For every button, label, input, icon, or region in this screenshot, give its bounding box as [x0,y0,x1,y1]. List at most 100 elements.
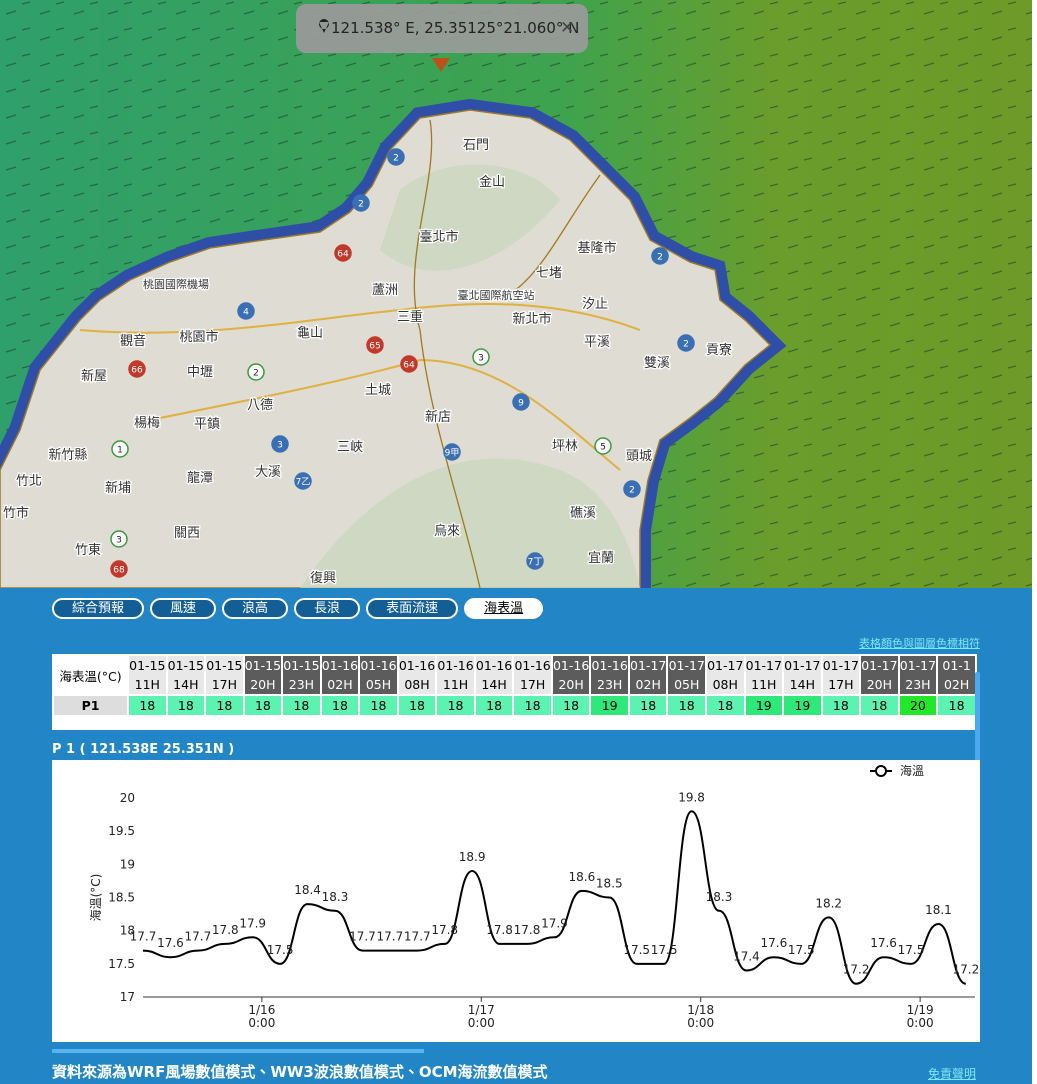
road-number: 2 [393,154,399,164]
road-number: 3 [277,441,283,451]
tab[interactable]: 浪高 [222,598,289,619]
value-cell: 18 [321,696,359,715]
tab[interactable]: 海表溫 [464,598,544,619]
road-shield [594,437,612,455]
value-label: 17.5 [898,943,925,957]
place-label: 礁溪 [570,505,596,521]
date: 01-17 [668,658,705,673]
place-label: 新竹縣 [48,447,87,463]
legend-marker [875,765,887,777]
value-cell: 20 [899,696,937,715]
edge [1032,0,1037,1084]
time-header: 01-17 11H [745,656,783,694]
tab[interactable]: 長浪 [294,598,361,619]
time-header: 01-16 11H [437,656,474,694]
place-label: 臺北國際航空站 [458,288,535,302]
value-label: 17.6 [157,936,184,950]
h-scrollbar[interactable] [52,1049,424,1053]
disclaimer-link[interactable]: 免責聲明 [927,1067,976,1081]
road-shield [677,334,695,352]
value-cell: 18 [938,696,975,715]
hour: 14H [789,677,815,692]
time-header: 01-17 23H [899,656,937,694]
road-number: 1 [117,446,123,456]
date: 01-17 [630,658,667,673]
place-label: 平溪 [584,335,610,350]
time-header: 01-15 17H [206,656,243,694]
road-shield [111,440,129,458]
hour: 17H [828,677,854,692]
value-cell: 18 [437,696,474,715]
legend-label[interactable]: 海溫 [900,763,924,778]
road-shield [110,560,128,578]
time-header: 01-15 20H [244,656,282,694]
tab[interactable]: 表面流速 [366,598,459,619]
value-label: 17.6 [870,936,897,950]
time-header: 01-17 20H [861,656,898,694]
value-cell: 18 [398,696,436,715]
value-label: 17.2 [952,963,979,977]
value-cell: 19 [784,696,821,715]
land [0,109,772,588]
place-label: 蘆洲 [372,283,398,298]
place-label: 八德 [247,398,273,413]
date: 01-16 [360,658,397,673]
road-shield [387,148,405,166]
value-label: 17.9 [541,916,568,930]
value-label: 17.5 [267,943,294,957]
place-label: 中壢 [187,365,213,380]
hour: 05H [365,677,392,692]
place-label: 貢寮 [706,342,732,358]
place-label: 汐止 [582,296,608,312]
hour: 08H [404,677,430,692]
value-label: 18.1 [925,903,952,917]
time-header: 01-17 14H [784,656,821,694]
hour: 17H [519,677,546,692]
road-number: 64 [403,361,415,371]
time-header: 01-17 08H [707,656,744,694]
place-label: 桃園市 [179,329,218,345]
time-header: 01-17 05H [668,656,705,694]
date: 01-16 [321,658,359,673]
value-cell: 18 [129,696,166,715]
place-label: 桃園國際機場 [143,277,209,291]
value-cell: 19 [591,696,628,715]
hour: 17H [211,677,238,692]
forecast-panel: 綜合預報 風速 浪高 長浪 表面流速 海表溫 表格顏色與圖層色標相符 海表溫(°C) 01-… [0,588,1032,1084]
close-popup[interactable]: ✕ [560,18,574,38]
value-label: 18.9 [459,850,486,864]
value-cell: 19 [745,696,783,715]
time-header: 01-16 02H [321,656,359,694]
date: 01-15 [167,658,204,673]
y-tick-label: 18 [120,924,135,938]
place-label: 龜山 [297,326,323,341]
legend-link[interactable]: 表格顏色與圖層色標相符 [859,637,980,650]
date: 01-15 [283,658,320,673]
road-shield [512,393,530,411]
value-label: 18.4 [294,883,321,897]
value-cell: 18 [244,696,282,715]
tab[interactable]: 綜合預報 [52,598,145,619]
tab[interactable]: 風速 [150,598,217,619]
y-axis-label: 海溫(°C) [88,874,103,922]
place-label: 烏來 [434,523,460,539]
hour: 02H [943,677,970,692]
y-tick-label: 17 [120,990,135,1004]
road-shield [400,355,418,373]
x-tick-label: 1/18 0:00 [687,1003,714,1030]
road-shield [110,530,128,548]
hour: 23H [905,677,931,692]
date: 01-16 [437,658,474,673]
hour: 20H [558,677,584,692]
table-header: 海表溫(°C) [54,656,128,694]
x-tick-label: 1/17 0:00 [468,1003,495,1030]
hour: 23H [288,677,315,692]
value-cell: 18 [514,696,551,715]
time-header: 01-16 14H [475,656,513,694]
value-label: 17.7 [184,930,211,944]
road-shield [294,472,312,490]
place-label: 龍潭 [187,470,213,486]
road-shield [366,336,384,354]
